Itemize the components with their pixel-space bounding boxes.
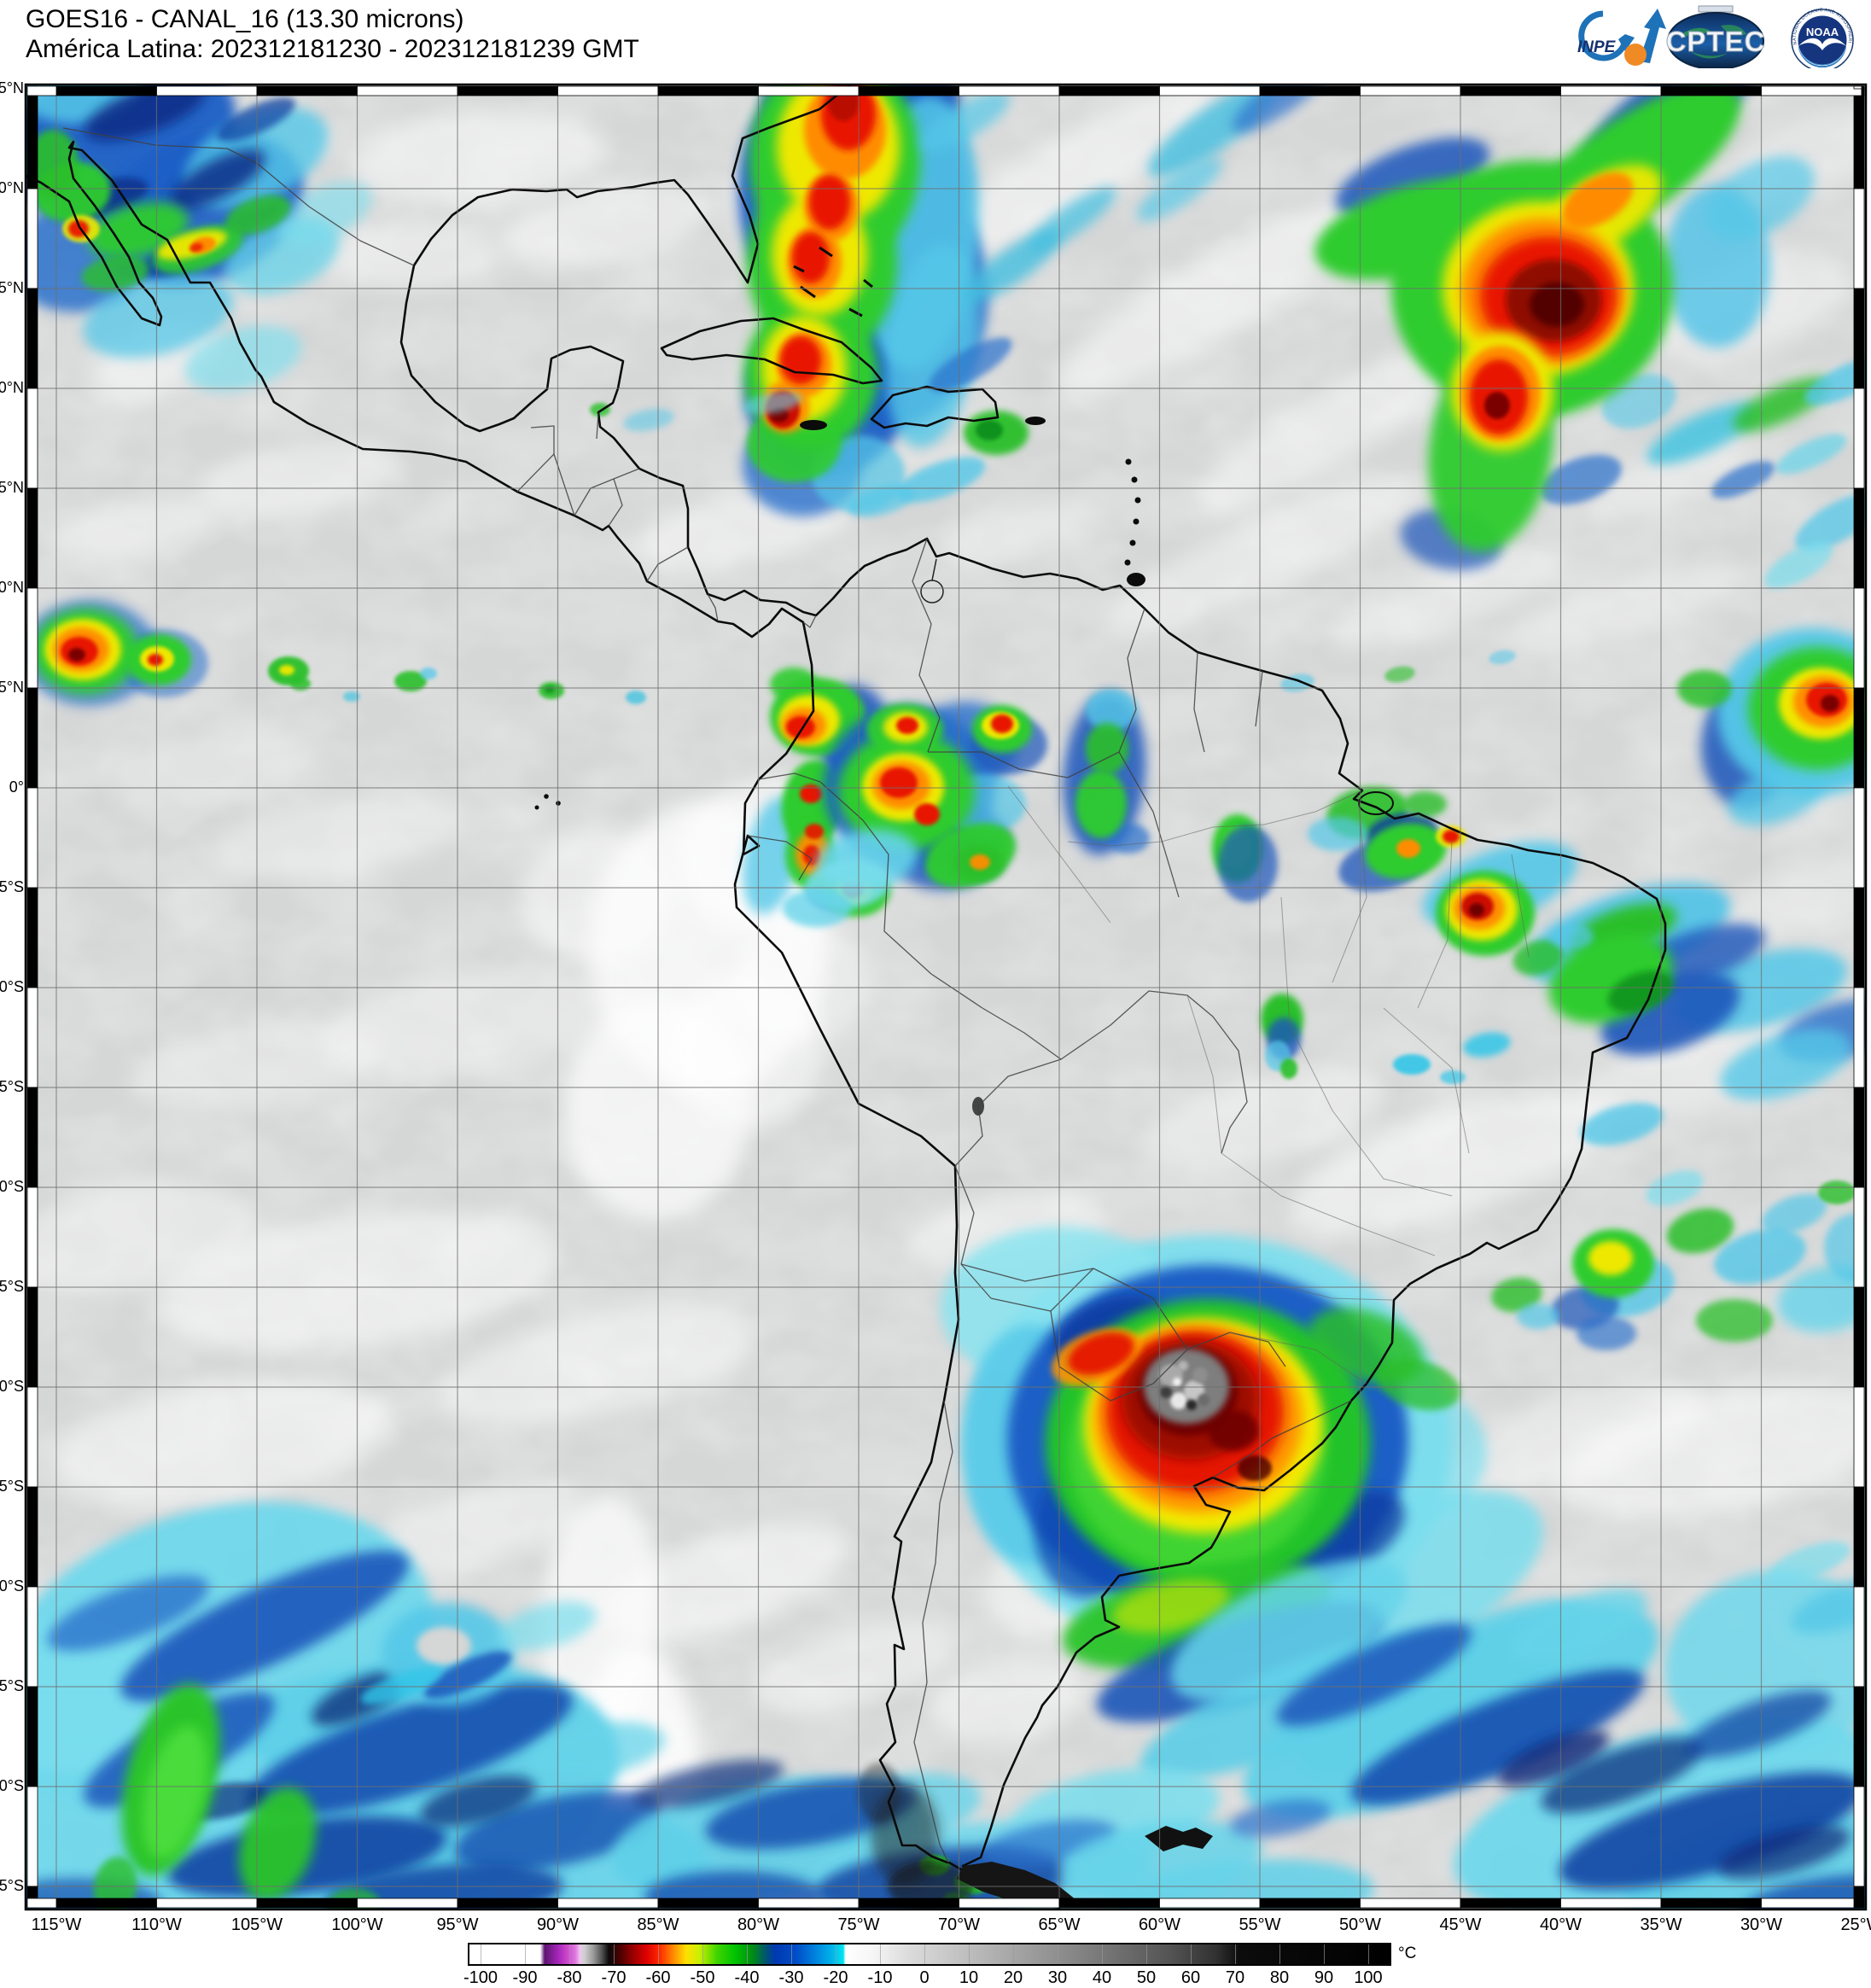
lat-label: 5°S bbox=[0, 878, 24, 895]
lon-label: 25°W bbox=[1840, 1915, 1871, 1934]
colorbar-tick-label: 80 bbox=[1269, 1968, 1290, 1987]
colorbar-notch bbox=[1235, 1944, 1236, 1964]
lon-label: 85°W bbox=[637, 1915, 679, 1934]
colorbar-tick-label: -90 bbox=[512, 1968, 538, 1987]
colorbar-notch bbox=[702, 1944, 703, 1964]
colorbar-tick-label: 70 bbox=[1225, 1968, 1245, 1987]
cptec-globe-icon bbox=[1667, 12, 1764, 68]
colorbar-notch bbox=[1146, 1944, 1147, 1964]
colorbar-notch bbox=[1368, 1944, 1369, 1964]
colorbar-tick-label: 50 bbox=[1136, 1968, 1157, 1987]
lon-label: 115°W bbox=[31, 1915, 82, 1934]
lon-label: 80°W bbox=[737, 1915, 780, 1934]
colorbar-tick-label: -80 bbox=[557, 1968, 582, 1987]
lon-label: 45°W bbox=[1439, 1915, 1482, 1934]
colorbar-notch bbox=[1013, 1944, 1014, 1964]
lon-label: 105°W bbox=[230, 1915, 283, 1934]
region-timerange: América Latina: 202312181230 - 202312181… bbox=[26, 35, 639, 63]
colorbar-notch bbox=[658, 1944, 659, 1964]
lat-label: 20°N bbox=[0, 379, 24, 396]
map-frame bbox=[24, 83, 1868, 1911]
lon-label: 55°W bbox=[1239, 1915, 1281, 1934]
product-title: GOES16 - CANAL_16 (13.30 microns) bbox=[26, 5, 464, 33]
overshooting-top-core bbox=[1144, 1349, 1229, 1424]
lat-label: 25°N bbox=[0, 279, 24, 296]
lon-label: 60°W bbox=[1138, 1915, 1181, 1934]
colorbar-notch bbox=[969, 1944, 970, 1964]
lon-label: 95°W bbox=[436, 1915, 479, 1934]
colorbar-notch bbox=[924, 1944, 925, 1964]
colorbar-gradient bbox=[468, 1943, 1391, 1966]
lat-label: 10°N bbox=[0, 579, 24, 596]
colorbar-tick-label: -20 bbox=[823, 1968, 848, 1987]
lon-label: 110°W bbox=[131, 1915, 182, 1934]
noaa-label: NOAA bbox=[1806, 26, 1839, 38]
lat-label: 35°N bbox=[0, 79, 24, 96]
colorbar-tick-label: -100 bbox=[463, 1968, 498, 1987]
colorbar-tick-label: 10 bbox=[959, 1968, 979, 1987]
colorbar-notch bbox=[525, 1944, 526, 1964]
lon-label: 65°W bbox=[1038, 1915, 1081, 1934]
inpe-orange-dot-icon bbox=[1624, 44, 1647, 66]
lat-label: 0° bbox=[9, 778, 24, 796]
inpe-logo: INPE bbox=[1577, 9, 1666, 66]
lat-label: 20°S bbox=[0, 1178, 24, 1195]
inpe-swirl-icon bbox=[1578, 10, 1629, 61]
lat-label: 30°N bbox=[0, 179, 24, 196]
cptec-label: CPTEC bbox=[1666, 26, 1766, 57]
colorbar-tick-label: -30 bbox=[778, 1968, 804, 1987]
lat-label: 10°S bbox=[0, 978, 24, 995]
country-border-layer bbox=[62, 127, 1352, 1863]
colorbar-tick-label: 90 bbox=[1314, 1968, 1334, 1987]
lat-label: 55°S bbox=[0, 1877, 24, 1894]
colorbar-tick-label: 0 bbox=[919, 1968, 930, 1987]
inpe-arrowhead-icon bbox=[1618, 34, 1635, 51]
agency-logos: INPE CPTEC NATIONAL OCEANIC AND ATMOSPHE… bbox=[1553, 2, 1854, 68]
colorbar-notch bbox=[1102, 1944, 1103, 1964]
lat-label: 15°N bbox=[0, 479, 24, 496]
inpe-up-arrow-icon bbox=[1639, 9, 1666, 63]
colorbar-tick-label: -10 bbox=[867, 1968, 893, 1987]
colorbar-tick-label: -50 bbox=[690, 1968, 715, 1987]
colorbar-tick-label: 60 bbox=[1180, 1968, 1201, 1987]
lat-label: 15°S bbox=[0, 1078, 24, 1095]
colorbar-tick-label: 30 bbox=[1047, 1968, 1068, 1987]
colorbar-notch bbox=[791, 1944, 792, 1964]
lat-label: 45°S bbox=[0, 1677, 24, 1694]
colorbar-notch bbox=[1279, 1944, 1280, 1964]
colorbar-notch bbox=[569, 1944, 570, 1964]
colorbar-tick-label: 40 bbox=[1092, 1968, 1112, 1987]
lon-label: 40°W bbox=[1539, 1915, 1582, 1934]
lat-label: 30°S bbox=[0, 1378, 24, 1395]
cptec-logo: CPTEC bbox=[1665, 5, 1766, 68]
colorbar-tick-label: -60 bbox=[645, 1968, 671, 1987]
inpe-label: INPE bbox=[1577, 38, 1617, 56]
colorbar-notch bbox=[747, 1944, 748, 1964]
colorbar-unit-label: °C bbox=[1398, 1944, 1417, 1962]
colorbar-notch bbox=[1324, 1944, 1325, 1964]
colorbar-tick-label: -70 bbox=[601, 1968, 627, 1987]
lon-label: 75°W bbox=[837, 1915, 880, 1934]
colorbar-tick-label: 20 bbox=[1003, 1968, 1023, 1987]
colorbar-notch bbox=[614, 1944, 615, 1964]
colorbar-tick-label: -40 bbox=[734, 1968, 760, 1987]
colorbar-notch bbox=[1191, 1944, 1192, 1964]
lon-label: 35°W bbox=[1640, 1915, 1682, 1934]
lon-label: 70°W bbox=[937, 1915, 981, 1934]
lon-label: 90°W bbox=[536, 1915, 580, 1934]
lon-label: 100°W bbox=[331, 1915, 383, 1934]
lat-label: 25°S bbox=[0, 1278, 24, 1295]
lat-label: 35°S bbox=[0, 1478, 24, 1495]
lon-label: 30°W bbox=[1740, 1915, 1783, 1934]
lon-label: 50°W bbox=[1338, 1915, 1382, 1934]
lat-label: 40°S bbox=[0, 1577, 24, 1594]
lat-label: 5°N bbox=[0, 679, 24, 696]
noaa-seagull-icon bbox=[1798, 38, 1846, 50]
lat-label: 50°S bbox=[0, 1777, 24, 1794]
colorbar-notch bbox=[880, 1944, 881, 1964]
coastline-layer bbox=[26, 85, 1667, 1909]
colorbar-tick-label: 100 bbox=[1354, 1968, 1383, 1987]
noaa-emblem-icon bbox=[1798, 15, 1847, 65]
